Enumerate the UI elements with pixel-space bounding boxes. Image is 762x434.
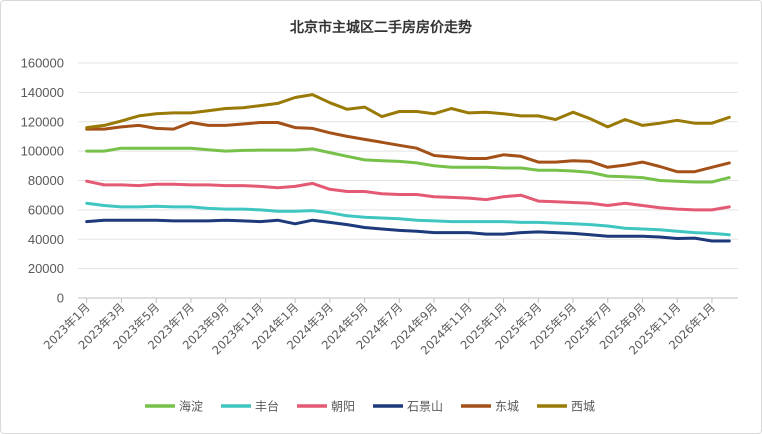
legend-label: 朝阳 (331, 400, 355, 414)
series-lines (85, 93, 731, 243)
legend-label: 东城 (495, 400, 519, 414)
legend: 海淀 丰台 朝阳 石景山 东城 西城 (145, 399, 595, 414)
y-tick-label: 60000 (28, 202, 64, 217)
legend-item-3: 朝阳 (297, 400, 355, 414)
legend-label: 石景山 (407, 400, 443, 414)
y-tick-label: 120000 (21, 114, 64, 129)
y-tick-label: 40000 (28, 232, 64, 247)
y-tick-label: 160000 (21, 56, 64, 71)
y-tick-label: 80000 (28, 173, 64, 188)
y-tick-label: 100000 (21, 144, 64, 159)
legend-label: 海淀 (179, 399, 203, 414)
series-line-6 (85, 93, 731, 130)
gridlines (78, 62, 738, 299)
series-line-5 (85, 121, 731, 174)
legend-label: 西城 (571, 400, 595, 414)
y-tick-label: 0 (57, 291, 64, 306)
legend-item-5: 东城 (461, 400, 519, 414)
series-line-4 (85, 218, 731, 243)
series-line-2 (85, 201, 731, 237)
series-line-1 (85, 146, 731, 184)
y-axis: 0 20000 40000 60000 80000 100000 120000 140000 1… (21, 56, 64, 306)
series-line-3 (85, 179, 731, 212)
legend-item-6: 西城 (537, 400, 595, 414)
x-axis: 2023年1月2023年3月2023年5月2023年7月2023年9月2023年… (41, 298, 718, 357)
y-tick-label: 20000 (28, 261, 64, 276)
legend-item-2: 丰台 (221, 399, 279, 414)
y-tick-label: 140000 (21, 85, 64, 100)
legend-label: 丰台 (255, 399, 279, 414)
legend-item-4: 石景山 (373, 400, 443, 414)
chart-title: 北京市主城区二手房房价走势 (290, 19, 472, 36)
legend-item-1: 海淀 (145, 399, 203, 414)
